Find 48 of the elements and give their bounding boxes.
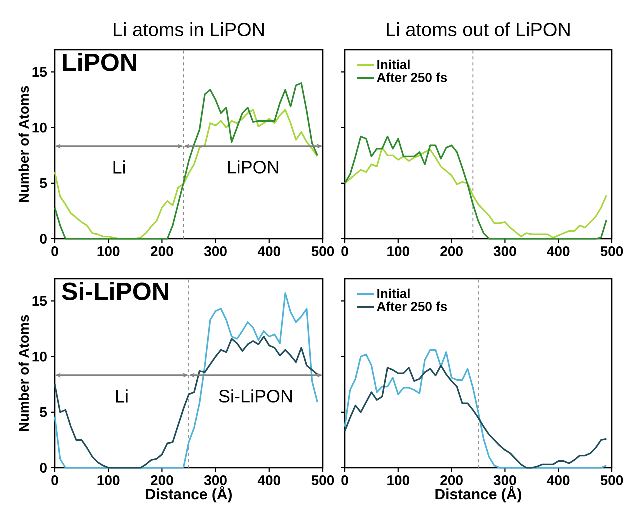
x-tick-label: 400 (258, 246, 281, 256)
annotation: Si-LiPON (62, 282, 168, 300)
x-tick-label: 200 (151, 476, 174, 486)
y-axis-title: Number of Atoms (18, 315, 30, 432)
legend-label: Initial (378, 288, 410, 298)
y-tick-label: 5 (40, 178, 48, 188)
x-tick-label: 0 (52, 246, 58, 256)
legend-label: After 250 fs (377, 72, 448, 82)
annotation: Li (116, 390, 128, 403)
chart-title: Li atoms in LiPON (114, 22, 264, 36)
x-tick-label: 200 (440, 476, 463, 486)
x-tick-label: 500 (312, 246, 334, 256)
x-tick-label: 200 (440, 246, 463, 256)
y-tick-label: 0 (40, 234, 47, 244)
x-tick-label: 500 (600, 476, 624, 486)
x-tick-label: 200 (151, 246, 174, 256)
x-tick-label: 500 (600, 246, 624, 256)
x-tick-label: 400 (547, 246, 570, 256)
x-axis-title: Distance (Å) (146, 486, 232, 503)
x-tick-label: 0 (342, 476, 348, 486)
y-tick-label: 10 (32, 122, 47, 133)
x-tick-label: 100 (98, 246, 120, 256)
x-tick-label: 100 (388, 476, 410, 486)
x-axis-title: Distance (Å) (436, 486, 522, 503)
y-axis-title: Number of Atoms (18, 86, 30, 202)
chart-title: Li atoms out of LiPON (387, 22, 570, 36)
x-tick-label: 100 (98, 476, 120, 486)
x-tick-label: 300 (204, 246, 227, 256)
annotation: Si-LiPON (219, 390, 292, 403)
x-tick-label: 100 (388, 246, 410, 256)
legend-label: After 250 fs (377, 302, 448, 312)
legend-label: Initial (378, 60, 410, 70)
y-tick-label: 10 (32, 352, 47, 362)
x-tick-label: 300 (204, 476, 227, 486)
x-tick-label: 300 (494, 476, 516, 486)
x-tick-label: 400 (547, 476, 570, 486)
x-tick-label: 0 (52, 476, 58, 486)
y-tick-label: 5 (40, 408, 48, 418)
x-tick-label: 0 (342, 246, 348, 256)
y-tick-label: 0 (40, 463, 47, 473)
y-tick-label: 15 (32, 296, 48, 306)
x-tick-label: 500 (312, 476, 334, 486)
y-tick-label: 15 (32, 67, 48, 78)
x-tick-label: 300 (494, 246, 516, 256)
annotation: LiPON (228, 160, 278, 174)
annotation: Li (114, 160, 126, 174)
annotation: LiPON (63, 53, 136, 72)
x-tick-label: 400 (258, 476, 281, 486)
